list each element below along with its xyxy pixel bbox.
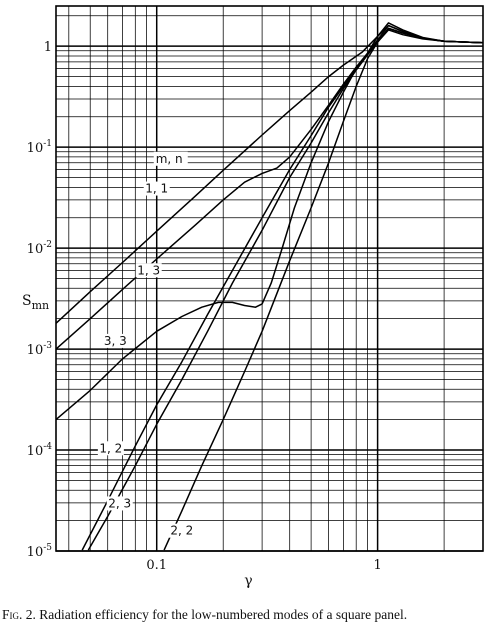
curve-label-33: 3, 3 — [104, 334, 127, 348]
x-tick-label: 0.1 — [146, 558, 167, 573]
y-tick-label: 10-2 — [27, 240, 52, 257]
curve-label-bg — [97, 441, 124, 456]
y-axis-label: Smn — [22, 293, 49, 312]
x-axis-label: γ — [244, 573, 252, 589]
y-tick-label: 10-5 — [27, 543, 53, 560]
y-tick-label: 10-3 — [27, 341, 53, 358]
y-tick-label: 1 — [44, 40, 52, 55]
curve-label-bg — [168, 523, 195, 538]
curve-label-11: 1, 1 — [145, 182, 168, 196]
series-curve-23 — [87, 27, 484, 551]
caption-text: Radiation efficiency for the low-numbere… — [39, 607, 408, 622]
series-curve-22 — [163, 29, 484, 551]
figure-caption: Fig. 2. Radiation efficiency for the low… — [2, 606, 498, 623]
curve-label-13: 1, 3 — [137, 263, 160, 277]
x-tick-label: 1 — [373, 558, 381, 573]
curve-label-22: 2, 2 — [170, 524, 193, 538]
chart-curves — [55, 22, 484, 551]
curve-label-bg — [102, 333, 129, 348]
curve-label-12: 1, 2 — [99, 441, 122, 455]
curve-label-23: 2, 3 — [108, 496, 131, 510]
legend-header-bg — [153, 151, 188, 166]
curve-label-bg — [106, 496, 133, 511]
curve-labels: 1, 1 1, 3 3, 3 1, 2 2, 3 2, 2 m, n — [97, 151, 195, 538]
plot-frame — [55, 5, 484, 552]
legend-header: m, n — [156, 152, 183, 166]
curve-label-bg — [143, 181, 170, 196]
series-curve-33 — [55, 27, 484, 421]
series-curve-13 — [55, 22, 484, 350]
y-tick-label: 10-1 — [27, 139, 52, 156]
y-tick-label: 10-4 — [27, 442, 53, 459]
tick-labels: 0.1 1 1 10-1 10-2 10-3 10-4 10-5 — [27, 40, 382, 573]
curve-label-bg — [135, 263, 162, 278]
figure-label: Fig. 2. — [2, 607, 36, 622]
series-curve-12 — [81, 24, 484, 551]
chart-grid — [56, 6, 484, 552]
